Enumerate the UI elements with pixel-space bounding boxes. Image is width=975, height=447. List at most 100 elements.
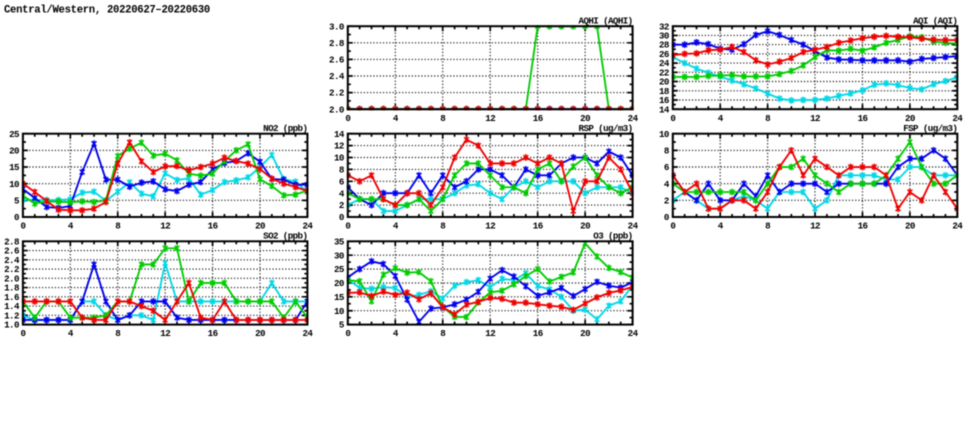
svg-text:2.6: 2.6	[4, 246, 19, 257]
svg-text:20: 20	[580, 328, 590, 339]
svg-text:32: 32	[659, 21, 669, 32]
svg-text:0: 0	[664, 212, 669, 223]
svg-text:12: 12	[485, 221, 495, 232]
svg-text:3.0: 3.0	[329, 21, 344, 32]
svg-text:12: 12	[485, 113, 495, 124]
svg-text:24: 24	[628, 221, 639, 232]
svg-text:20: 20	[905, 221, 915, 232]
svg-text:4: 4	[718, 113, 724, 124]
svg-text:8: 8	[664, 146, 670, 157]
svg-text:16: 16	[208, 328, 218, 339]
svg-text:16: 16	[659, 95, 669, 106]
svg-text:20: 20	[580, 221, 590, 232]
svg-text:5: 5	[14, 195, 20, 206]
svg-text:25: 25	[9, 129, 20, 140]
svg-text:2.0: 2.0	[329, 104, 344, 115]
svg-text:20: 20	[659, 77, 669, 88]
svg-text:12: 12	[810, 113, 820, 124]
svg-text:16: 16	[858, 113, 868, 124]
svg-text:1.0: 1.0	[4, 320, 19, 331]
svg-text:8: 8	[765, 113, 771, 124]
svg-text:6: 6	[664, 162, 669, 173]
svg-text:16: 16	[858, 221, 868, 232]
svg-text:8: 8	[765, 221, 771, 232]
svg-text:20: 20	[255, 221, 265, 232]
svg-text:2: 2	[339, 200, 344, 211]
svg-text:4: 4	[718, 221, 724, 232]
svg-text:16: 16	[208, 221, 218, 232]
svg-text:28: 28	[659, 40, 670, 51]
svg-text:24: 24	[302, 328, 313, 339]
svg-text:AQI (AQI): AQI (AQI)	[913, 16, 957, 27]
svg-text:0: 0	[339, 212, 344, 223]
svg-text:20: 20	[334, 278, 344, 289]
svg-text:2.6: 2.6	[329, 55, 344, 66]
svg-text:4: 4	[393, 113, 399, 124]
svg-text:Central/Western, 20220627–2022: Central/Western, 20220627–20220630	[4, 5, 210, 17]
svg-text:8: 8	[440, 221, 446, 232]
svg-text:10: 10	[9, 179, 19, 190]
svg-text:1.6: 1.6	[4, 292, 19, 303]
svg-text:1.4: 1.4	[4, 301, 20, 312]
svg-text:14: 14	[334, 129, 345, 140]
svg-text:8: 8	[339, 165, 345, 176]
svg-text:4: 4	[664, 179, 670, 190]
svg-text:24: 24	[302, 221, 313, 232]
svg-text:2.4: 2.4	[4, 255, 20, 266]
svg-text:12: 12	[810, 221, 820, 232]
svg-text:35: 35	[334, 236, 345, 247]
svg-text:0: 0	[670, 113, 675, 124]
svg-text:5: 5	[339, 320, 345, 331]
svg-text:24: 24	[628, 328, 639, 339]
svg-text:4: 4	[339, 188, 345, 199]
svg-text:1.8: 1.8	[4, 283, 20, 294]
svg-text:2.2: 2.2	[329, 88, 344, 99]
svg-text:12: 12	[485, 328, 495, 339]
svg-text:4: 4	[393, 221, 399, 232]
svg-text:4: 4	[68, 328, 74, 339]
svg-text:12: 12	[160, 221, 170, 232]
svg-text:FSP (ug/m3): FSP (ug/m3)	[903, 123, 957, 134]
svg-text:8: 8	[115, 328, 121, 339]
svg-text:24: 24	[659, 58, 670, 69]
svg-text:18: 18	[659, 86, 670, 97]
svg-text:1.2: 1.2	[4, 310, 19, 321]
svg-text:2.8: 2.8	[4, 236, 20, 247]
svg-text:30: 30	[659, 31, 669, 42]
svg-text:12: 12	[334, 141, 344, 152]
svg-text:8: 8	[440, 328, 446, 339]
svg-text:30: 30	[334, 250, 344, 261]
svg-text:20: 20	[580, 113, 590, 124]
svg-text:0: 0	[20, 328, 25, 339]
svg-text:0: 0	[14, 212, 19, 223]
svg-text:SO2 (ppb): SO2 (ppb)	[263, 231, 307, 242]
svg-text:24: 24	[952, 113, 963, 124]
svg-text:15: 15	[9, 162, 20, 173]
svg-text:24: 24	[628, 113, 639, 124]
svg-text:4: 4	[68, 221, 74, 232]
svg-text:0: 0	[345, 113, 350, 124]
svg-text:10: 10	[334, 153, 344, 164]
svg-text:10: 10	[334, 306, 344, 317]
svg-text:2.8: 2.8	[329, 38, 345, 49]
svg-text:O3 (ppb): O3 (ppb)	[593, 231, 632, 242]
svg-text:NO2 (ppb): NO2 (ppb)	[263, 123, 307, 134]
svg-text:0: 0	[345, 328, 350, 339]
svg-text:8: 8	[440, 113, 446, 124]
svg-text:0: 0	[345, 221, 350, 232]
svg-text:2.2: 2.2	[4, 264, 19, 275]
svg-text:12: 12	[160, 328, 170, 339]
svg-text:8: 8	[115, 221, 121, 232]
svg-text:10: 10	[659, 129, 669, 140]
svg-text:2: 2	[664, 195, 669, 206]
svg-text:6: 6	[339, 176, 344, 187]
svg-text:25: 25	[334, 264, 345, 275]
svg-text:0: 0	[670, 221, 675, 232]
svg-text:15: 15	[334, 292, 345, 303]
svg-text:26: 26	[659, 49, 669, 60]
svg-text:20: 20	[9, 146, 19, 157]
svg-text:20: 20	[255, 328, 265, 339]
svg-text:16: 16	[533, 113, 543, 124]
svg-text:14: 14	[659, 104, 670, 115]
svg-text:4: 4	[393, 328, 399, 339]
